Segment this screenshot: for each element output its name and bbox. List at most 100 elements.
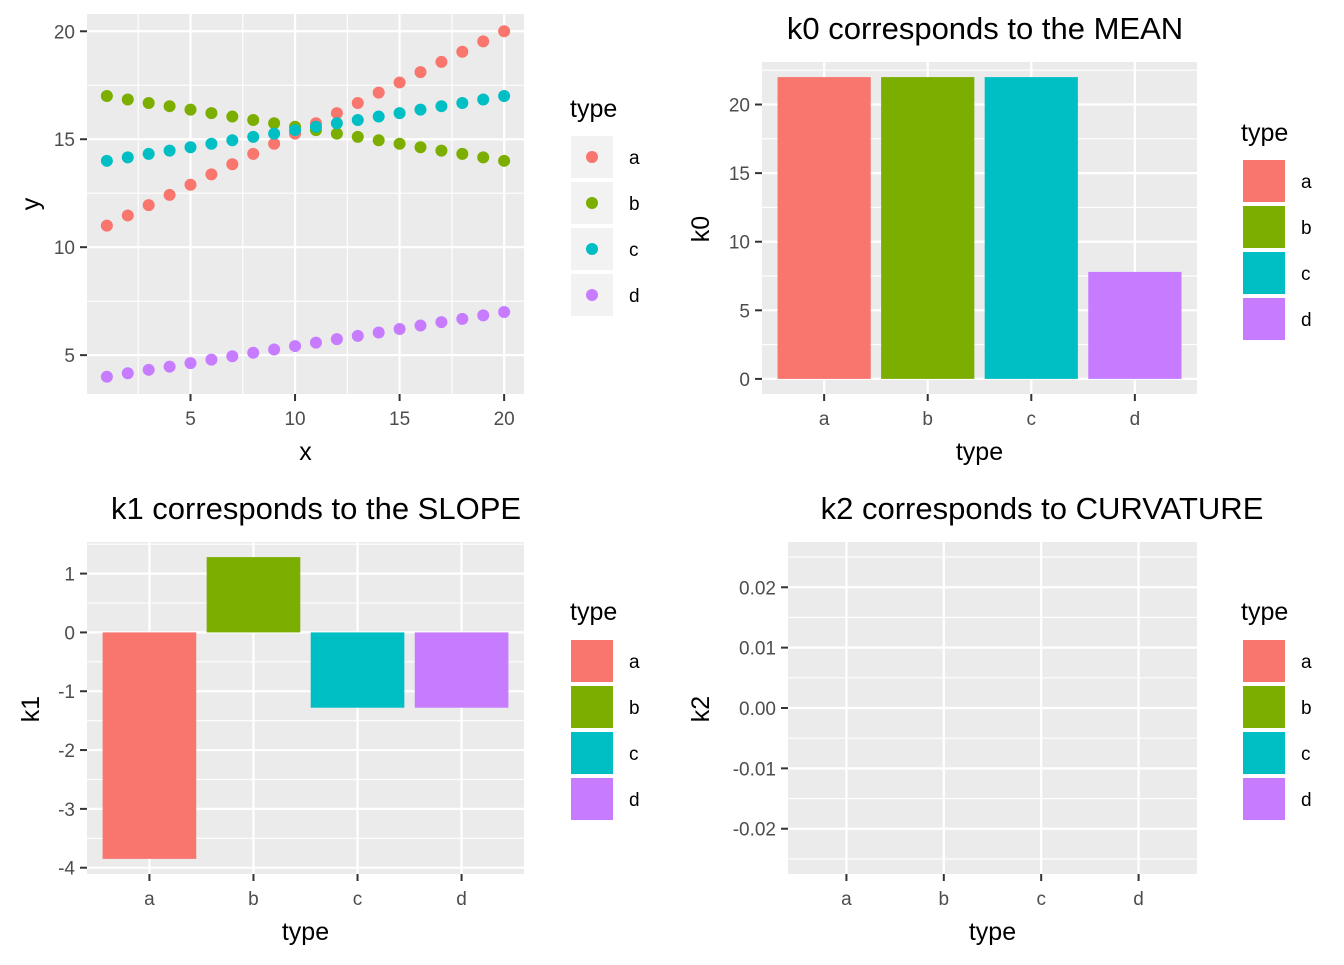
legend-item-d: d bbox=[571, 274, 640, 316]
chart-panel-2: 1 0 -1 -2 -3 -4 a b c d type k1 k1 corresponds to th… bbox=[17, 491, 524, 946]
legend-label-d: d bbox=[1301, 310, 1312, 331]
y-tick-label: 0.02 bbox=[739, 578, 776, 599]
legend-label-c: c bbox=[1301, 744, 1311, 765]
legend-item-c: c bbox=[571, 228, 639, 270]
legend-label-c: c bbox=[629, 744, 639, 765]
data-point-d bbox=[142, 363, 155, 376]
data-point-a bbox=[142, 199, 155, 212]
legend-key-a bbox=[1243, 160, 1285, 202]
data-point-a bbox=[330, 107, 343, 120]
chart-panel-3: 0.02 0.01 0.00 -0.01 -0.02 a b c d type k2 k2 corre… bbox=[687, 491, 1263, 946]
legend-key-d bbox=[571, 778, 613, 820]
legend-2: type a b c d bbox=[570, 598, 640, 820]
data-point-c bbox=[309, 120, 322, 133]
y-tick-label: 5 bbox=[739, 301, 750, 322]
y-tick-label: -3 bbox=[58, 800, 75, 821]
plot-background bbox=[87, 14, 524, 394]
data-point-b bbox=[456, 147, 469, 160]
data-point-c bbox=[330, 117, 343, 130]
data-point-c bbox=[289, 124, 302, 137]
data-point-b bbox=[121, 93, 134, 106]
bar-b bbox=[206, 557, 301, 633]
x-tick-label: d bbox=[456, 889, 467, 910]
y-tick-label: -0.02 bbox=[733, 820, 776, 841]
x-axis-title: type bbox=[282, 918, 329, 946]
legend-item-a: a bbox=[1243, 640, 1312, 682]
data-point-a bbox=[372, 86, 385, 99]
y-tick-label: -4 bbox=[58, 859, 75, 880]
data-point-d bbox=[435, 316, 448, 329]
legend-title: type bbox=[1241, 598, 1288, 626]
data-point-a bbox=[121, 209, 134, 222]
legend-key-c bbox=[571, 732, 613, 774]
bar-d bbox=[414, 632, 509, 708]
data-point-a bbox=[393, 76, 406, 89]
data-point-c bbox=[163, 144, 176, 157]
legend-item-b: b bbox=[571, 686, 640, 728]
legend-item-a: a bbox=[1243, 160, 1312, 202]
data-point-c bbox=[498, 90, 511, 103]
legend-item-a: a bbox=[571, 136, 640, 178]
y-tick-label: -2 bbox=[58, 741, 75, 762]
x-tick-label: 15 bbox=[389, 409, 410, 430]
legend-item-c: c bbox=[1243, 732, 1311, 774]
x-tick-label: c bbox=[1036, 889, 1046, 910]
legend-item-d: d bbox=[1243, 298, 1312, 340]
legend-key-b bbox=[1243, 686, 1285, 728]
x-tick-label: b bbox=[248, 889, 259, 910]
data-point-b bbox=[100, 90, 113, 103]
data-point-c bbox=[477, 93, 490, 106]
legend-3: type a b c d bbox=[1241, 598, 1312, 820]
data-point-c bbox=[184, 141, 197, 154]
y-tick-label: 15 bbox=[729, 164, 750, 185]
x-tick-label: 20 bbox=[494, 409, 515, 430]
data-point-b bbox=[414, 141, 427, 154]
data-point-b bbox=[226, 110, 239, 123]
y-tick-label: 10 bbox=[54, 238, 75, 259]
y-tick-label: 15 bbox=[54, 130, 75, 151]
data-point-d bbox=[309, 336, 322, 349]
x-tick-label: a bbox=[841, 889, 852, 910]
data-point-b bbox=[205, 107, 218, 120]
legend-title: type bbox=[1241, 119, 1288, 147]
x-tick-label: c bbox=[1027, 409, 1037, 430]
chart-title: k1 corresponds to the SLOPE bbox=[111, 491, 521, 526]
data-point-a bbox=[351, 96, 364, 109]
legend-item-d: d bbox=[571, 778, 640, 820]
data-point-d bbox=[100, 370, 113, 383]
x-axis-title: x bbox=[299, 438, 312, 466]
x-tick-label: a bbox=[819, 409, 830, 430]
data-point-c bbox=[456, 96, 469, 109]
data-point-b bbox=[268, 117, 281, 130]
x-tick-label: b bbox=[922, 409, 933, 430]
data-point-a bbox=[163, 188, 176, 201]
data-point-c bbox=[121, 151, 134, 164]
y-tick-label: 1 bbox=[64, 565, 75, 586]
legend-key-a bbox=[1243, 640, 1285, 682]
data-point-a bbox=[100, 219, 113, 232]
data-point-b bbox=[498, 154, 511, 167]
data-point-c bbox=[372, 110, 385, 123]
data-point-d bbox=[372, 326, 385, 339]
data-point-a bbox=[498, 25, 511, 38]
data-point-c bbox=[435, 100, 448, 113]
data-point-d bbox=[184, 357, 197, 370]
legend-label-b: b bbox=[1301, 698, 1312, 719]
legend-0: type a b c d bbox=[570, 95, 640, 316]
data-point-d bbox=[456, 312, 469, 325]
y-tick-label: 20 bbox=[729, 96, 750, 117]
y-tick-label: 0 bbox=[64, 623, 75, 644]
bar-b bbox=[881, 77, 975, 379]
y-tick-label: 0.00 bbox=[739, 699, 776, 720]
data-point-d bbox=[289, 340, 302, 353]
legend-key-a bbox=[571, 640, 613, 682]
data-point-a bbox=[414, 66, 427, 79]
series-d bbox=[100, 305, 511, 383]
chart-title: k2 corresponds to CURVATURE bbox=[821, 491, 1264, 526]
legend-item-b: b bbox=[1243, 686, 1312, 728]
data-point-c bbox=[142, 147, 155, 160]
x-tick-label: c bbox=[353, 889, 363, 910]
legend-key-d bbox=[1243, 298, 1285, 340]
legend-key-c bbox=[1243, 252, 1285, 294]
legend-item-d: d bbox=[1243, 778, 1312, 820]
